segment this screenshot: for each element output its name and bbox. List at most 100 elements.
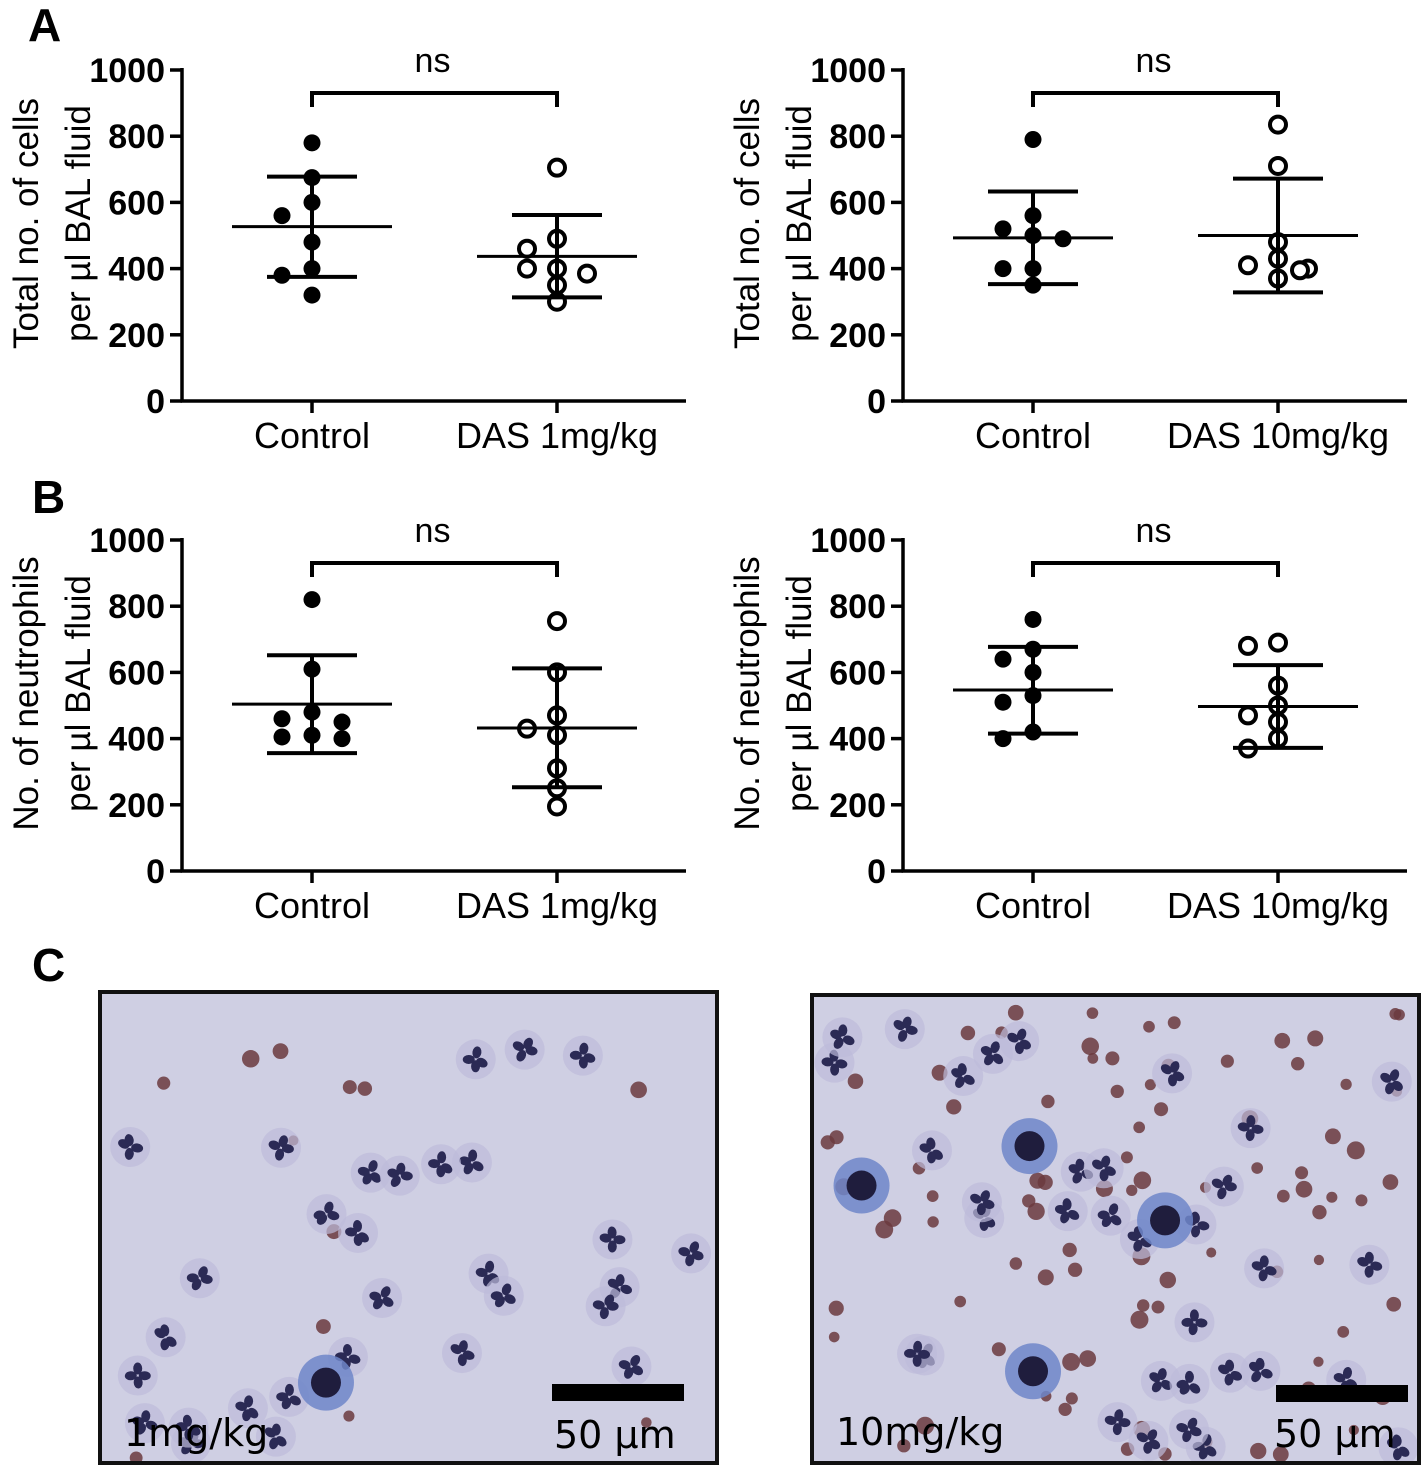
nucleus-lobe <box>983 1054 995 1066</box>
y-label-line: per µl BAL fluid <box>780 575 819 812</box>
y-tick-label: 200 <box>829 787 886 825</box>
cell-cytoplasm <box>338 1212 379 1253</box>
neutrophil <box>306 1194 347 1235</box>
cell-cytoplasm <box>1047 1191 1088 1232</box>
red-blood-cell <box>847 1073 864 1089</box>
nucleus-lobe <box>607 1226 617 1239</box>
nucleus-lobe <box>235 1401 248 1411</box>
cell-cytoplasm <box>362 1277 403 1318</box>
nucleus-lobe <box>1225 1359 1235 1372</box>
nucleus-lobe <box>1188 1323 1198 1336</box>
neutrophil <box>961 1182 1002 1223</box>
cell-cytoplasm <box>1169 1363 1210 1404</box>
neutrophil <box>110 1126 151 1167</box>
nucleus-lobe <box>1161 1379 1173 1391</box>
neutrophil <box>124 1403 165 1444</box>
nucleus-lobe <box>1197 1221 1210 1231</box>
neutrophil <box>451 1142 492 1183</box>
nucleus-lobe <box>980 1046 993 1056</box>
cell-cytoplasm <box>255 1416 296 1457</box>
cell-cytoplasm <box>961 1182 1002 1223</box>
cell-cytoplasm <box>441 1333 482 1374</box>
cell-cytoplasm <box>1230 1108 1271 1149</box>
nucleus-lobe <box>472 1046 482 1059</box>
neutrophil <box>362 1277 403 1318</box>
cell-cytoplasm <box>451 1142 492 1183</box>
data-point <box>517 238 537 259</box>
panel-label-b: B <box>32 471 66 523</box>
data-point <box>1268 114 1288 135</box>
data-point <box>994 220 1012 238</box>
red-blood-cell <box>1105 1051 1120 1066</box>
data-point <box>1024 131 1042 149</box>
data-point <box>303 286 321 304</box>
data-point <box>273 728 291 746</box>
data-point <box>1238 705 1258 726</box>
x-tick-label: Control <box>975 885 1091 926</box>
nucleus-lobe <box>396 1162 406 1175</box>
y-tick-label: 600 <box>829 654 886 692</box>
series-control <box>953 131 1113 294</box>
red-blood-cell <box>1136 1299 1150 1312</box>
neutrophil <box>145 1317 186 1358</box>
scale-bar <box>552 1384 684 1401</box>
y-tick-label: 600 <box>829 184 886 222</box>
micrograph-1mg: 1mg/kg 50 µm <box>98 990 719 1465</box>
nucleus-lobe <box>516 1050 527 1062</box>
red-blood-cell <box>1307 1030 1324 1047</box>
y-tick-label: 1000 <box>810 52 886 90</box>
nucleus-lobe <box>569 1050 582 1060</box>
nucleus-lobe <box>1217 1187 1227 1200</box>
red-blood-cell <box>1277 1189 1290 1203</box>
scale-label: 50 µm <box>554 1413 676 1457</box>
red-blood-cell <box>946 1099 962 1115</box>
nucleus-lobe <box>1251 1124 1264 1134</box>
red-blood-cell <box>1206 1247 1217 1258</box>
cell-cytoplasm <box>999 1021 1040 1062</box>
nucleus-lobe <box>1184 1370 1194 1383</box>
nucleus-lobe <box>1258 1269 1268 1282</box>
nucleus-lobe <box>133 1362 143 1375</box>
y-axis-label: Total no. of cells per µl BAL fluid <box>7 98 98 349</box>
nucleus-lobe <box>613 1235 626 1245</box>
y-tick-label: 800 <box>108 118 165 156</box>
cell-cytoplasm <box>1203 1166 1244 1207</box>
red-blood-cell <box>1295 1166 1309 1180</box>
neutrophil <box>1169 1409 1210 1450</box>
nucleus-lobe <box>1385 1082 1395 1095</box>
neutrophil <box>897 1333 938 1374</box>
nucleus-lobe <box>523 1037 534 1050</box>
nucleus-lobe <box>186 1273 199 1283</box>
nucleus-lobe <box>599 1307 609 1320</box>
nucleus-lobe <box>578 1056 588 1069</box>
nucleus-lobe <box>138 1371 151 1381</box>
nucleus-lobe <box>459 1156 472 1166</box>
nucleus-lobe <box>131 1143 144 1153</box>
red-blood-cell <box>1382 1174 1399 1190</box>
neutrophil <box>483 1275 524 1316</box>
nucleus-lobe <box>905 1025 918 1035</box>
nucleus-lobe <box>1246 1115 1256 1128</box>
nucleus-lobe <box>830 1063 840 1076</box>
y-label-line: No. of neutrophils <box>728 556 767 830</box>
data-point <box>273 710 291 728</box>
nucleus-lobe <box>1160 1064 1172 1075</box>
nucleus-lobe <box>380 1286 391 1298</box>
neutrophil <box>350 1152 391 1193</box>
nucleus-lobe <box>1110 1214 1122 1226</box>
y-tick-label: 1000 <box>810 522 886 560</box>
red-blood-cell <box>1058 1402 1072 1416</box>
neutrophil <box>884 1009 925 1050</box>
nucleus-lobe <box>893 1019 905 1031</box>
series-treated <box>477 157 637 312</box>
data-point <box>303 591 321 609</box>
neutrophil <box>179 1258 220 1299</box>
neutrophil <box>1349 1244 1390 1285</box>
nucleus-lobe <box>918 1349 931 1359</box>
red-blood-cell <box>1062 1353 1080 1371</box>
nucleus-lobe <box>982 1199 995 1209</box>
red-blood-cell <box>883 1209 902 1227</box>
scale-label: 50 µm <box>1274 1412 1396 1456</box>
nucleus-lobe <box>1072 1172 1083 1184</box>
nucleus-lobe <box>1195 1318 1208 1328</box>
